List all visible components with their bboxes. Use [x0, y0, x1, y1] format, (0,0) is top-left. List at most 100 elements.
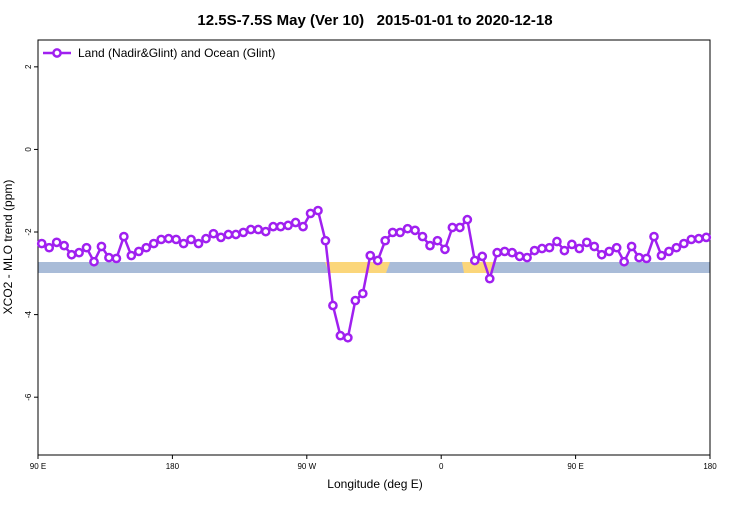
point: [462, 214, 473, 225]
point: [671, 242, 682, 253]
point: [395, 227, 405, 238]
point: [387, 227, 398, 238]
point: [178, 238, 189, 249]
point: [238, 227, 249, 238]
x-axis-label: Longitude (deg E): [327, 477, 422, 491]
point: [402, 223, 413, 234]
series-line: [41, 208, 707, 340]
point: [298, 221, 308, 232]
point: [477, 251, 488, 262]
point: [589, 241, 600, 252]
point: [171, 234, 181, 245]
point: [245, 224, 256, 235]
point: [231, 229, 241, 240]
point: [208, 228, 219, 239]
point: [89, 256, 99, 267]
x-tick-label: 90 E: [30, 462, 46, 471]
point: [290, 217, 301, 228]
point: [634, 252, 644, 263]
point: [275, 221, 286, 232]
point: [529, 245, 540, 256]
point: [313, 205, 323, 216]
point: [559, 245, 570, 256]
point: [74, 247, 84, 258]
point: [268, 221, 279, 232]
point: [656, 250, 667, 261]
land-ocean-band: [38, 262, 710, 273]
x-tick-label: 180: [166, 462, 180, 471]
point: [283, 220, 293, 231]
point: [492, 247, 503, 258]
point: [365, 250, 376, 261]
point: [36, 238, 47, 249]
point: [253, 224, 264, 235]
point: [596, 249, 607, 260]
point: [335, 330, 346, 341]
point: [201, 233, 211, 244]
point: [156, 234, 167, 245]
point: [343, 332, 353, 343]
point: [649, 231, 659, 242]
x-tick-label: 90 W: [297, 462, 316, 471]
point: [163, 233, 174, 244]
point: [611, 242, 622, 253]
point: [410, 225, 420, 236]
point: [425, 240, 435, 251]
y-tick-label: 2: [24, 64, 33, 69]
land-band: [325, 262, 390, 273]
y-tick-label: -2: [24, 228, 33, 236]
point: [305, 208, 316, 219]
point: [81, 242, 92, 253]
point: [432, 235, 443, 246]
point: [641, 253, 652, 264]
point: [484, 273, 495, 284]
point: [447, 222, 458, 233]
point: [619, 256, 629, 267]
point: [216, 232, 226, 243]
point: [522, 252, 532, 263]
y-tick-label: -4: [24, 311, 33, 319]
point: [141, 242, 152, 253]
legend-label: Land (Nadir&Glint) and Ocean (Glint): [78, 46, 275, 60]
point: [499, 246, 510, 257]
point: [186, 234, 196, 245]
plot-frame: [37, 39, 711, 456]
y-tick-label: -6: [24, 393, 33, 401]
point: [440, 244, 450, 255]
point: [701, 232, 712, 243]
point: [193, 238, 204, 249]
x-tick-label: 0: [439, 462, 444, 471]
point: [544, 242, 555, 253]
point: [679, 238, 689, 249]
x-tick-label: 90 E: [567, 462, 583, 471]
point: [372, 255, 383, 266]
point: [119, 231, 129, 242]
point: [514, 251, 525, 262]
y-tick-label: 0: [24, 147, 33, 152]
point: [260, 226, 271, 237]
point: [693, 233, 704, 244]
point: [104, 252, 114, 263]
point: [66, 249, 77, 260]
point: [686, 234, 697, 245]
point: [59, 240, 69, 251]
point: [507, 247, 517, 258]
point: [320, 235, 331, 246]
point: [380, 235, 391, 246]
point: [328, 300, 338, 311]
point: [664, 246, 674, 257]
legend-swatch-point: [52, 48, 62, 58]
point: [537, 243, 547, 254]
point: [96, 241, 107, 252]
point: [552, 236, 562, 247]
point: [455, 222, 465, 233]
point: [51, 237, 62, 248]
point: [148, 238, 159, 249]
x-tick-label: 180: [703, 462, 717, 471]
point: [44, 242, 55, 253]
point: [604, 246, 615, 257]
point: [469, 255, 480, 266]
point: [111, 253, 122, 264]
point: [626, 241, 637, 252]
